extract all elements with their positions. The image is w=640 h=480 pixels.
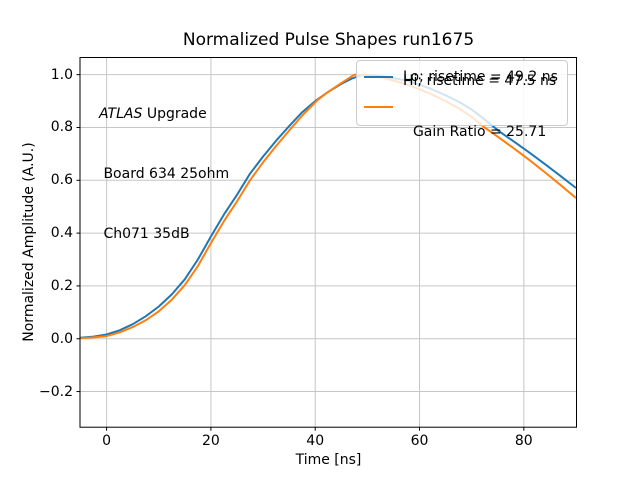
annotation-line3: Ch071 35dB — [99, 226, 190, 242]
x-axis-label: Time [ns] — [295, 452, 362, 468]
x-tick-label: 60 — [410, 433, 429, 449]
y-tick-label: −0.2 — [39, 383, 73, 400]
annotation-line2: Board 634 25ohm — [99, 166, 230, 182]
y-axis-label: Normalized Amplitude (A.U.) — [21, 142, 37, 342]
y-tick-label: 0.0 — [50, 330, 73, 347]
legend-hi-entry: Hi; risetime = 47.5 ns Gain Ratio = 25.7… — [364, 73, 561, 140]
annotation-block: ATLAS Upgrade Board 634 25ohm Ch071 35dB — [99, 64, 229, 284]
y-tick-label: 0.6 — [50, 172, 73, 189]
x-tick-label: 40 — [306, 433, 325, 449]
x-tick-label: 0 — [102, 433, 112, 449]
y-tick-label: 0.4 — [50, 225, 73, 242]
chart-title: Normalized Pulse Shapes run1675 — [182, 30, 475, 50]
annotation-line1: ATLAS Upgrade — [99, 104, 229, 124]
legend-hi-label: Hi; risetime = 47.5 ns Gain Ratio = 25.7… — [403, 39, 556, 175]
x-tick-label: 20 — [201, 433, 220, 449]
legend: Lo; risetime = 49.2 ns Hi; risetime = 47… — [356, 60, 568, 140]
legend-hi-label-line2: Gain Ratio = 25.71 — [412, 124, 547, 140]
legend-lo-entry: Lo; risetime = 49.2 ns — [364, 64, 561, 90]
legend-hi-line-sample — [364, 105, 393, 109]
y-tick-label: 0.8 — [50, 119, 73, 136]
axes-frame — [79, 57, 577, 428]
legend-hi-label-line1: Hi; risetime = 47.5 ns — [403, 73, 557, 89]
legend-lo-label: Lo; risetime = 49.2 ns — [403, 68, 558, 85]
y-tick-label: 0.2 — [50, 277, 73, 294]
annotation-atlas: ATLAS — [99, 106, 143, 122]
y-tick-label: 1.0 — [50, 66, 73, 83]
x-tick-label: 80 — [514, 433, 533, 449]
annotation-line1-rest: Upgrade — [142, 106, 207, 122]
legend-lo-line-sample — [364, 75, 393, 79]
